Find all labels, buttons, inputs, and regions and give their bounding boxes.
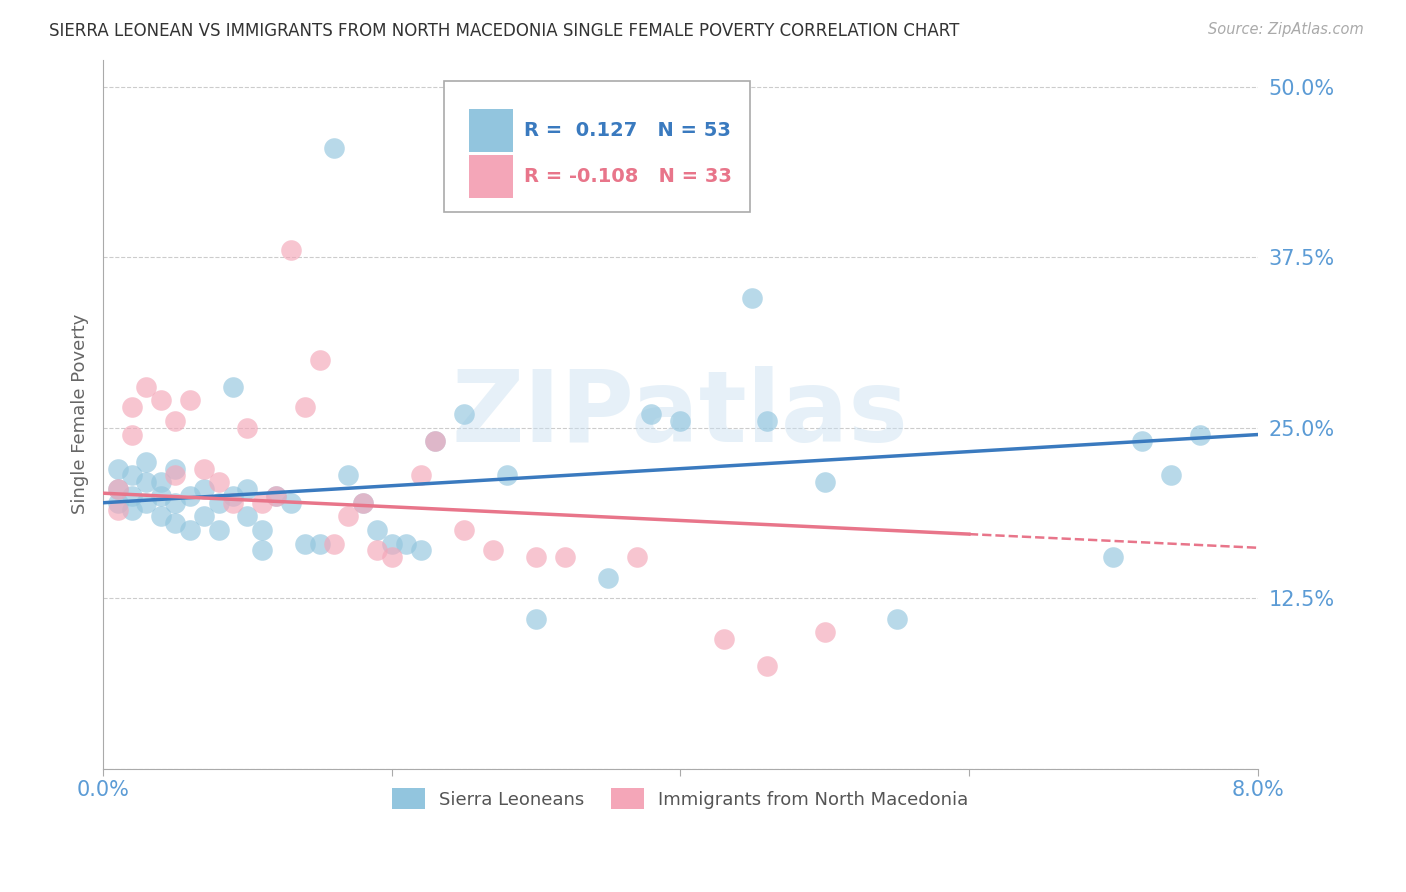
Point xyxy=(886,612,908,626)
Point xyxy=(193,461,215,475)
Point xyxy=(280,496,302,510)
Point xyxy=(107,482,129,496)
Point xyxy=(165,461,187,475)
Text: SIERRA LEONEAN VS IMMIGRANTS FROM NORTH MACEDONIA SINGLE FEMALE POVERTY CORRELAT: SIERRA LEONEAN VS IMMIGRANTS FROM NORTH … xyxy=(49,22,959,40)
Point xyxy=(496,468,519,483)
Point xyxy=(135,496,157,510)
Point xyxy=(626,550,648,565)
FancyBboxPatch shape xyxy=(444,81,749,212)
Y-axis label: Single Female Poverty: Single Female Poverty xyxy=(72,314,89,515)
Point xyxy=(222,489,245,503)
Point xyxy=(294,401,316,415)
Point xyxy=(323,536,346,550)
Point xyxy=(236,509,259,524)
Point xyxy=(266,489,288,503)
Point xyxy=(250,496,273,510)
Point xyxy=(179,489,201,503)
Point xyxy=(337,468,360,483)
Point xyxy=(165,516,187,531)
Point xyxy=(308,536,330,550)
Point xyxy=(193,482,215,496)
Point xyxy=(308,352,330,367)
Point xyxy=(121,427,143,442)
Point xyxy=(352,496,374,510)
Point xyxy=(121,502,143,516)
Point xyxy=(409,543,432,558)
Point xyxy=(524,612,547,626)
Text: R = -0.108   N = 33: R = -0.108 N = 33 xyxy=(524,167,733,186)
Text: ZIPatlas: ZIPatlas xyxy=(451,366,908,463)
Point xyxy=(323,141,346,155)
Point xyxy=(423,434,446,449)
Point xyxy=(395,536,418,550)
Point xyxy=(640,407,662,421)
Point xyxy=(814,625,837,640)
Point xyxy=(1188,427,1211,442)
Point xyxy=(352,496,374,510)
Point xyxy=(179,393,201,408)
Point xyxy=(236,482,259,496)
Point xyxy=(423,434,446,449)
Point xyxy=(250,543,273,558)
Point xyxy=(481,543,503,558)
Point xyxy=(165,496,187,510)
Point xyxy=(337,509,360,524)
Point xyxy=(222,496,245,510)
Point xyxy=(453,407,475,421)
FancyBboxPatch shape xyxy=(470,155,513,198)
Point xyxy=(165,414,187,428)
Point xyxy=(598,571,620,585)
Point xyxy=(524,550,547,565)
Point xyxy=(107,502,129,516)
Legend: Sierra Leoneans, Immigrants from North Macedonia: Sierra Leoneans, Immigrants from North M… xyxy=(385,781,976,816)
FancyBboxPatch shape xyxy=(470,109,513,152)
Point xyxy=(179,523,201,537)
Point xyxy=(121,401,143,415)
Point xyxy=(207,475,229,490)
Point xyxy=(381,550,404,565)
Point xyxy=(453,523,475,537)
Point xyxy=(149,475,172,490)
Point xyxy=(755,659,778,673)
Point xyxy=(366,543,388,558)
Point xyxy=(236,421,259,435)
Point xyxy=(280,244,302,258)
Point xyxy=(149,489,172,503)
Point xyxy=(207,496,229,510)
Point xyxy=(669,414,692,428)
Text: R =  0.127   N = 53: R = 0.127 N = 53 xyxy=(524,121,731,140)
Point xyxy=(266,489,288,503)
Point xyxy=(107,496,129,510)
Point xyxy=(135,455,157,469)
Point xyxy=(409,468,432,483)
Point xyxy=(149,393,172,408)
Point xyxy=(135,380,157,394)
Point xyxy=(294,536,316,550)
Point xyxy=(741,291,763,305)
Point xyxy=(222,380,245,394)
Point xyxy=(149,509,172,524)
Point xyxy=(366,523,388,537)
Point xyxy=(381,536,404,550)
Point xyxy=(121,489,143,503)
Point xyxy=(554,550,576,565)
Point xyxy=(1160,468,1182,483)
Point xyxy=(121,468,143,483)
Point xyxy=(814,475,837,490)
Point xyxy=(1130,434,1153,449)
Point xyxy=(1102,550,1125,565)
Point xyxy=(107,461,129,475)
Point xyxy=(135,475,157,490)
Point xyxy=(207,523,229,537)
Point xyxy=(713,632,735,646)
Point xyxy=(107,482,129,496)
Text: Source: ZipAtlas.com: Source: ZipAtlas.com xyxy=(1208,22,1364,37)
Point xyxy=(250,523,273,537)
Point xyxy=(193,509,215,524)
Point xyxy=(165,468,187,483)
Point xyxy=(755,414,778,428)
